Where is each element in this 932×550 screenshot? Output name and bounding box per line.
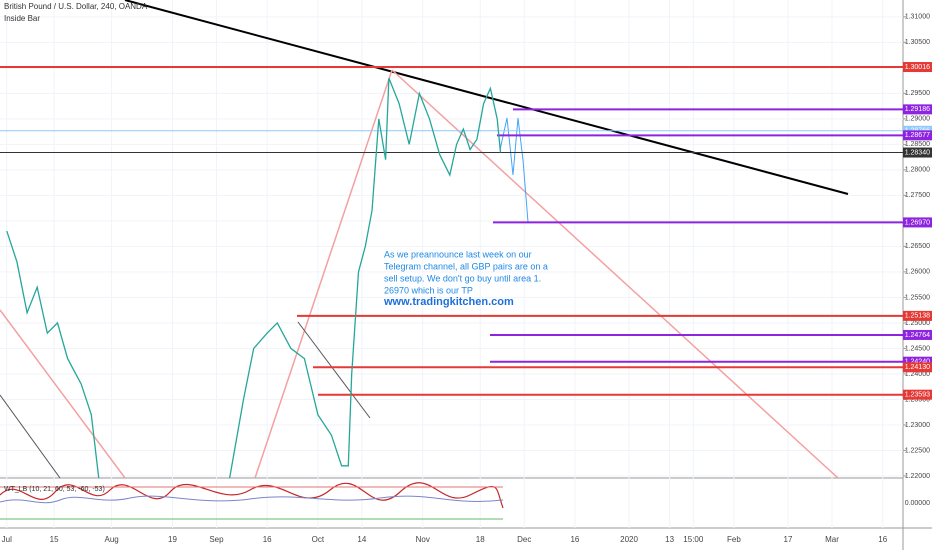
price-label: 1.24130 bbox=[905, 364, 930, 371]
price-label-box bbox=[903, 104, 932, 115]
y-tick-label: 1.26000 bbox=[905, 269, 930, 276]
x-tick-label: Aug bbox=[104, 535, 118, 544]
price-label: 1.28677 bbox=[905, 132, 930, 139]
indicator-label: WT_LB (10, 21, 60, 53, -60, -53) bbox=[4, 486, 105, 493]
x-tick-label: 16 bbox=[570, 535, 579, 544]
x-tick-label: Oct bbox=[312, 535, 325, 544]
price-label: 1.29186 bbox=[905, 106, 930, 113]
x-tick-label: Feb bbox=[727, 535, 741, 544]
chart-title: British Pound / U.S. Dollar, 240, OANDA bbox=[4, 2, 148, 11]
y-tick-label: 1.26500 bbox=[905, 243, 930, 250]
price-line-series bbox=[6, 77, 502, 478]
trendline bbox=[254, 69, 393, 478]
y-tick-label: 1.25500 bbox=[905, 294, 930, 301]
x-tick-label: Dec bbox=[517, 535, 531, 544]
x-tick-label: 18 bbox=[476, 535, 485, 544]
price-label: 1.24764 bbox=[905, 332, 930, 339]
y-tick-label: 1.27500 bbox=[905, 192, 930, 199]
annotation: 26970 which is our TP bbox=[384, 285, 473, 295]
trendline bbox=[0, 309, 126, 478]
price-label: 1.26970 bbox=[905, 219, 930, 226]
x-tick-label: 14 bbox=[357, 535, 366, 544]
y-tick-label: 1.28000 bbox=[905, 167, 930, 174]
annotation: As we preannounce last week on our bbox=[384, 249, 532, 259]
x-tick-label: 13 bbox=[665, 535, 674, 544]
price-label-box bbox=[903, 147, 932, 158]
price-label-box bbox=[903, 356, 932, 367]
y-tick-label: 1.28500 bbox=[905, 141, 930, 148]
y-tick-label: 1.24500 bbox=[905, 345, 930, 352]
price-label: 1.24240 bbox=[905, 359, 930, 366]
x-tick-label: 19 bbox=[168, 535, 177, 544]
y-tick-label: 1.30500 bbox=[905, 39, 930, 46]
x-tick-label: Mar bbox=[825, 535, 839, 544]
y-tick-label: 1.23500 bbox=[905, 396, 930, 403]
price-label-box bbox=[903, 62, 932, 73]
y-tick-label: 1.31000 bbox=[905, 14, 930, 21]
price-label-box bbox=[903, 362, 932, 373]
y-tick-label: 1.29000 bbox=[905, 116, 930, 123]
price-label-box bbox=[903, 217, 932, 228]
x-tick-label: 17 bbox=[784, 535, 793, 544]
y-tick-label: 1.25000 bbox=[905, 320, 930, 327]
price-label-box bbox=[903, 310, 932, 321]
x-tick-label: Jul bbox=[2, 535, 12, 544]
x-tick-label: Sep bbox=[209, 535, 224, 544]
annotation: Telegram channel, all GBP pairs are on a bbox=[384, 261, 548, 271]
y-tick-label: 1.22000 bbox=[905, 473, 930, 480]
x-tick-label: Nov bbox=[416, 535, 430, 544]
price-label-box bbox=[903, 130, 932, 141]
x-tick-label: 2020 bbox=[620, 535, 638, 544]
price-label-box bbox=[903, 389, 932, 400]
x-tick-label: 15 bbox=[50, 535, 59, 544]
oscillator-line bbox=[0, 482, 504, 509]
trendline bbox=[297, 321, 371, 419]
annotation: sell setup. We don't go buy until area 1… bbox=[384, 273, 541, 283]
x-tick-label: 16 bbox=[263, 535, 272, 544]
y-tick-label: 1.24000 bbox=[905, 371, 930, 378]
oscillator-line bbox=[0, 495, 504, 504]
y-tick-label: 1.22500 bbox=[905, 447, 930, 454]
price-label: 1.23593 bbox=[905, 392, 930, 399]
y-tick-label: 1.29500 bbox=[905, 90, 930, 97]
price-label: 1.25138 bbox=[905, 313, 930, 320]
price-label-box bbox=[903, 329, 932, 340]
indicator-tick: 0.00000 bbox=[905, 500, 930, 507]
projection bbox=[499, 117, 529, 223]
chart-subtitle: Inside Bar bbox=[4, 14, 40, 23]
trendline bbox=[0, 394, 61, 478]
y-tick-label: 1.23000 bbox=[905, 422, 930, 429]
price-label: 1.30016 bbox=[905, 64, 930, 71]
x-tick-label: 16 bbox=[878, 535, 887, 544]
price-label: 1.28340 bbox=[905, 149, 930, 156]
x-tick-label: 15:00 bbox=[683, 535, 704, 544]
link[interactable]: www.tradingkitchen.com bbox=[383, 296, 514, 308]
